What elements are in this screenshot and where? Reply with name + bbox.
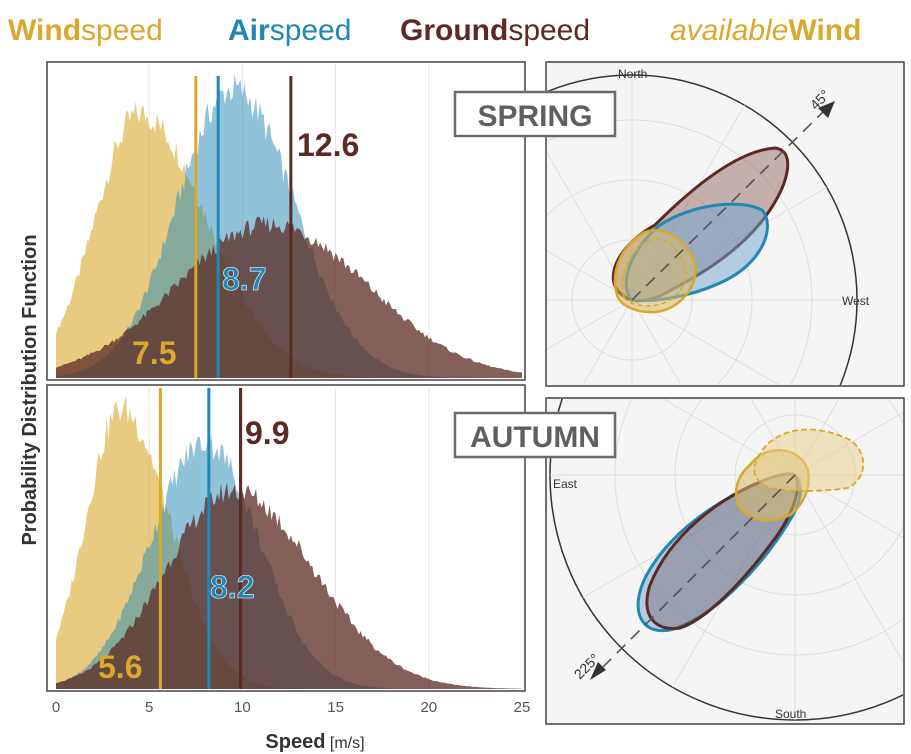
autumn-wind-mean-label: 5.6 (98, 649, 142, 685)
autumn-mean-lines (158, 388, 243, 689)
autumn-distributions (56, 395, 522, 689)
autumn-direction-arrowhead (590, 662, 606, 680)
spring-label-west: West (842, 294, 870, 308)
spring-polar-grid-spoke (547, 299, 633, 350)
legend-airspeed: Airspeed (228, 14, 351, 47)
legend-wind-bold: Wind (8, 14, 81, 47)
autumn-air-mean-label: 8.2 (210, 569, 254, 605)
autumn-groundspeed-distribution (56, 482, 522, 689)
legend-groundspeed: Groundspeed (400, 14, 590, 47)
legend-wind-rest: speed (81, 14, 163, 47)
spring-ground-mean-label: 12.6 (297, 127, 359, 163)
spring-polar-grid-spoke (631, 299, 781, 385)
autumn-ground-mean-label: 9.9 (245, 415, 289, 451)
x-tick-label-10: 10 (234, 699, 251, 716)
x-tick-label-25: 25 (514, 699, 531, 716)
autumn-season-label: AUTUMN (470, 421, 600, 454)
legend-air-rest: speed (270, 14, 352, 47)
x-axis-ticks: 0 5 10 15 20 25 (52, 699, 531, 716)
legend-air-bold: Air (228, 14, 270, 47)
spring-season-box (453, 90, 617, 138)
autumn-polar-panel: East South 225° AUTUMN (453, 397, 905, 725)
legend-ground-bold: Ground (400, 14, 508, 47)
autumn-mean-direction-line (597, 474, 796, 673)
spring-mean-lines (194, 76, 293, 378)
spring-groundspeed-distribution (56, 216, 522, 378)
legend-windspeed: Windspeed (8, 14, 163, 47)
spring-polar-panel: North West 45° SPRING (453, 61, 905, 387)
x-tick-label-20: 20 (420, 699, 437, 716)
spring-distributions (56, 74, 522, 379)
x-tick-label-5: 5 (145, 699, 153, 716)
x-tick-label-0: 0 (52, 699, 60, 716)
autumn-availablewind-lobe (753, 428, 865, 492)
autumn-histogram-panel (46, 384, 526, 692)
spring-season-label: SPRING (477, 100, 592, 133)
autumn-season-box (453, 411, 617, 459)
x-axis-label-bold: Speed (265, 731, 325, 753)
spring-availablewind-lobe (621, 238, 687, 307)
autumn-polar-grid-spoke (794, 474, 903, 664)
spring-histogram-panel (46, 61, 526, 381)
legend-ground-rest: speed (508, 14, 590, 47)
spring-polar-grid-spoke (547, 250, 633, 301)
x-axis-label: Speed [m/s] (265, 731, 364, 753)
autumn-polar-grid-spoke (794, 474, 903, 538)
legend: Windspeed Airspeed Groundspeed available… (8, 14, 861, 47)
spring-wind-mean-label: 7.5 (132, 335, 176, 371)
autumn-label-south: South (775, 707, 806, 721)
legend-availablewind: availableWind (670, 14, 861, 47)
x-tick-label-15: 15 (327, 699, 344, 716)
legend-avail-bold: Wind (788, 14, 861, 47)
spring-polar-grid-spoke (631, 299, 682, 385)
spring-label-north: North (618, 67, 647, 81)
spring-air-mean-label: 8.7 (222, 261, 266, 297)
legend-avail-ital: available (670, 14, 788, 47)
spring-polar-grid-spoke (582, 299, 633, 385)
spring-mean-direction-line (631, 109, 826, 301)
autumn-label-east: East (553, 477, 578, 491)
spring-direction-arrowhead (818, 101, 835, 118)
x-axis-label-unit: [m/s] (330, 735, 365, 752)
y-axis-label: Probability Distribution Function (19, 234, 41, 545)
